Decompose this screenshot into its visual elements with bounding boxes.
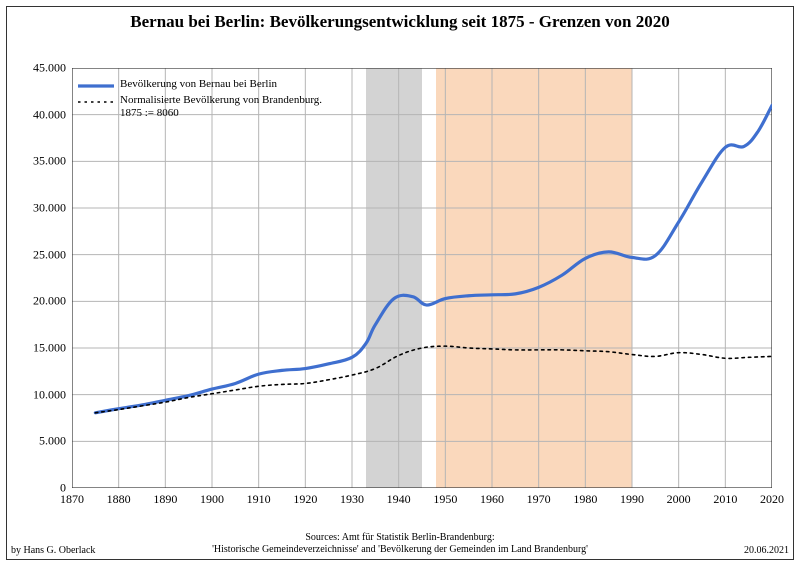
footer-sources: Sources: Amt für Statistik Berlin-Brande… bbox=[0, 532, 800, 556]
x-tick-label: 2020 bbox=[760, 492, 784, 507]
y-tick-label: 5.000 bbox=[39, 434, 66, 449]
chart-title: Bernau bei Berlin: Bevölkerungsentwicklu… bbox=[50, 12, 750, 32]
x-tick-label: 2000 bbox=[667, 492, 691, 507]
footer-line-2: 'Historische Gemeindeverzeichnisse' and … bbox=[0, 544, 800, 556]
y-tick-label: 20.000 bbox=[33, 294, 66, 309]
x-tick-label: 1970 bbox=[527, 492, 551, 507]
legend-row-series2: Normalisierte Bevölkerung von Brandenbur… bbox=[78, 94, 333, 119]
x-tick-label: 1960 bbox=[480, 492, 504, 507]
x-tick-label: 1950 bbox=[433, 492, 457, 507]
x-tick-label: 1930 bbox=[340, 492, 364, 507]
x-tick-label: 1910 bbox=[247, 492, 271, 507]
footer-line-1: Sources: Amt für Statistik Berlin-Brande… bbox=[0, 532, 800, 544]
footer-date: 20.06.2021 bbox=[744, 545, 789, 556]
y-tick-label: 30.000 bbox=[33, 201, 66, 216]
legend-swatch-series1 bbox=[78, 80, 114, 92]
legend-row-series1: Bevölkerung von Bernau bei Berlin bbox=[78, 78, 333, 92]
x-tick-label: 1870 bbox=[60, 492, 84, 507]
legend-label-series1: Bevölkerung von Bernau bei Berlin bbox=[120, 78, 333, 91]
x-tick-label: 1920 bbox=[293, 492, 317, 507]
x-tick-label: 1890 bbox=[153, 492, 177, 507]
chart-plot-area bbox=[72, 68, 772, 488]
chart-svg bbox=[72, 68, 772, 488]
x-tick-label: 1900 bbox=[200, 492, 224, 507]
x-tick-label: 2010 bbox=[713, 492, 737, 507]
y-tick-label: 25.000 bbox=[33, 247, 66, 262]
x-tick-label: 1880 bbox=[107, 492, 131, 507]
legend: Bevölkerung von Bernau bei Berlin Normal… bbox=[78, 78, 333, 121]
y-tick-label: 45.000 bbox=[33, 61, 66, 76]
y-tick-label: 10.000 bbox=[33, 387, 66, 402]
y-tick-label: 15.000 bbox=[33, 341, 66, 356]
x-tick-label: 1940 bbox=[387, 492, 411, 507]
x-tick-label: 1990 bbox=[620, 492, 644, 507]
legend-swatch-series2 bbox=[78, 96, 114, 108]
x-tick-label: 1980 bbox=[573, 492, 597, 507]
y-tick-label: 35.000 bbox=[33, 154, 66, 169]
legend-label-series2: Normalisierte Bevölkerung von Brandenbur… bbox=[120, 94, 333, 119]
y-tick-label: 40.000 bbox=[33, 107, 66, 122]
